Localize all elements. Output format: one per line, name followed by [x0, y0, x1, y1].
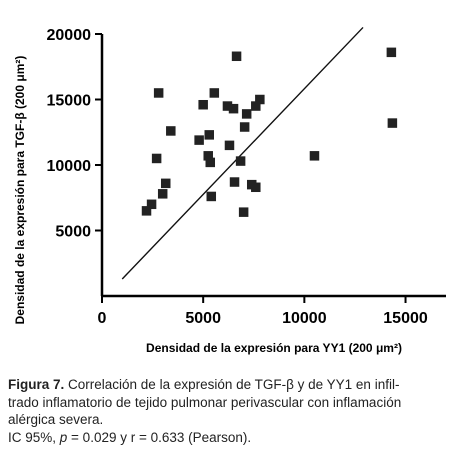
data-point: [228, 103, 239, 114]
data-point: [160, 178, 171, 189]
figure-label: Figura 7.: [8, 377, 65, 392]
data-point: [166, 126, 176, 136]
data-point: [205, 157, 216, 168]
data-point: [224, 140, 235, 151]
data-point: [255, 94, 265, 105]
data-point: [231, 51, 242, 62]
data-point: [141, 206, 152, 216]
data-point: [209, 88, 220, 98]
caption-line-4: IC 95%, p = 0.029 y r = 0.633 (Pearson).: [8, 429, 252, 445]
x-tick-label: 0: [98, 310, 107, 327]
data-point: [206, 191, 217, 202]
data-point: [198, 99, 208, 110]
y-tick-label: 15000: [47, 93, 92, 110]
data-point: [229, 177, 240, 187]
data-point: [309, 151, 320, 161]
data-point: [386, 47, 397, 58]
data-point: [235, 156, 246, 166]
y-axis-title: Densidad de la expresión para TGF-β (200…: [13, 56, 27, 325]
x-tick-label: 10000: [282, 310, 327, 327]
data-point: [194, 135, 204, 145]
data-point: [387, 118, 398, 128]
data-point: [238, 207, 249, 217]
data-point: [146, 199, 157, 210]
plot-area: 0 5000 10000 15000 5000 10000 15000 20000: [47, 26, 446, 327]
data-point: [204, 130, 214, 140]
x-axis-title: Densidad de la expresión para YY1 (200 μ…: [146, 341, 402, 355]
figure-caption: Figura 7. Correlación de la expresión de…: [8, 376, 458, 446]
x-tick-label: 5000: [185, 310, 221, 327]
trend-line-group: [121, 26, 364, 280]
data-point: [239, 122, 250, 132]
y-tick-label: 20000: [47, 27, 92, 44]
data-points: [141, 47, 398, 217]
data-point: [251, 182, 261, 193]
caption-line-1: Figura 7. Correlación de la expresión de…: [8, 377, 400, 392]
data-point: [157, 189, 168, 199]
data-point: [222, 101, 233, 111]
data-point: [151, 153, 162, 164]
caption-line-3: alérgica severa.: [8, 412, 104, 427]
y-tick-label: 10000: [47, 158, 92, 175]
y-tick-label: 5000: [55, 224, 91, 241]
data-point: [241, 109, 252, 119]
data-point: [153, 88, 164, 98]
x-ticks: 0 5000 10000 15000: [98, 296, 428, 327]
p-value-symbol: p: [59, 429, 68, 445]
data-point: [203, 151, 213, 161]
caption-line-2: trado inflamatorio de tejido pulmonar pe…: [8, 394, 402, 410]
data-point: [251, 101, 261, 111]
trend-line: [121, 26, 364, 280]
y-ticks: 5000 10000 15000 20000: [47, 27, 102, 241]
x-tick-label: 15000: [383, 310, 428, 327]
